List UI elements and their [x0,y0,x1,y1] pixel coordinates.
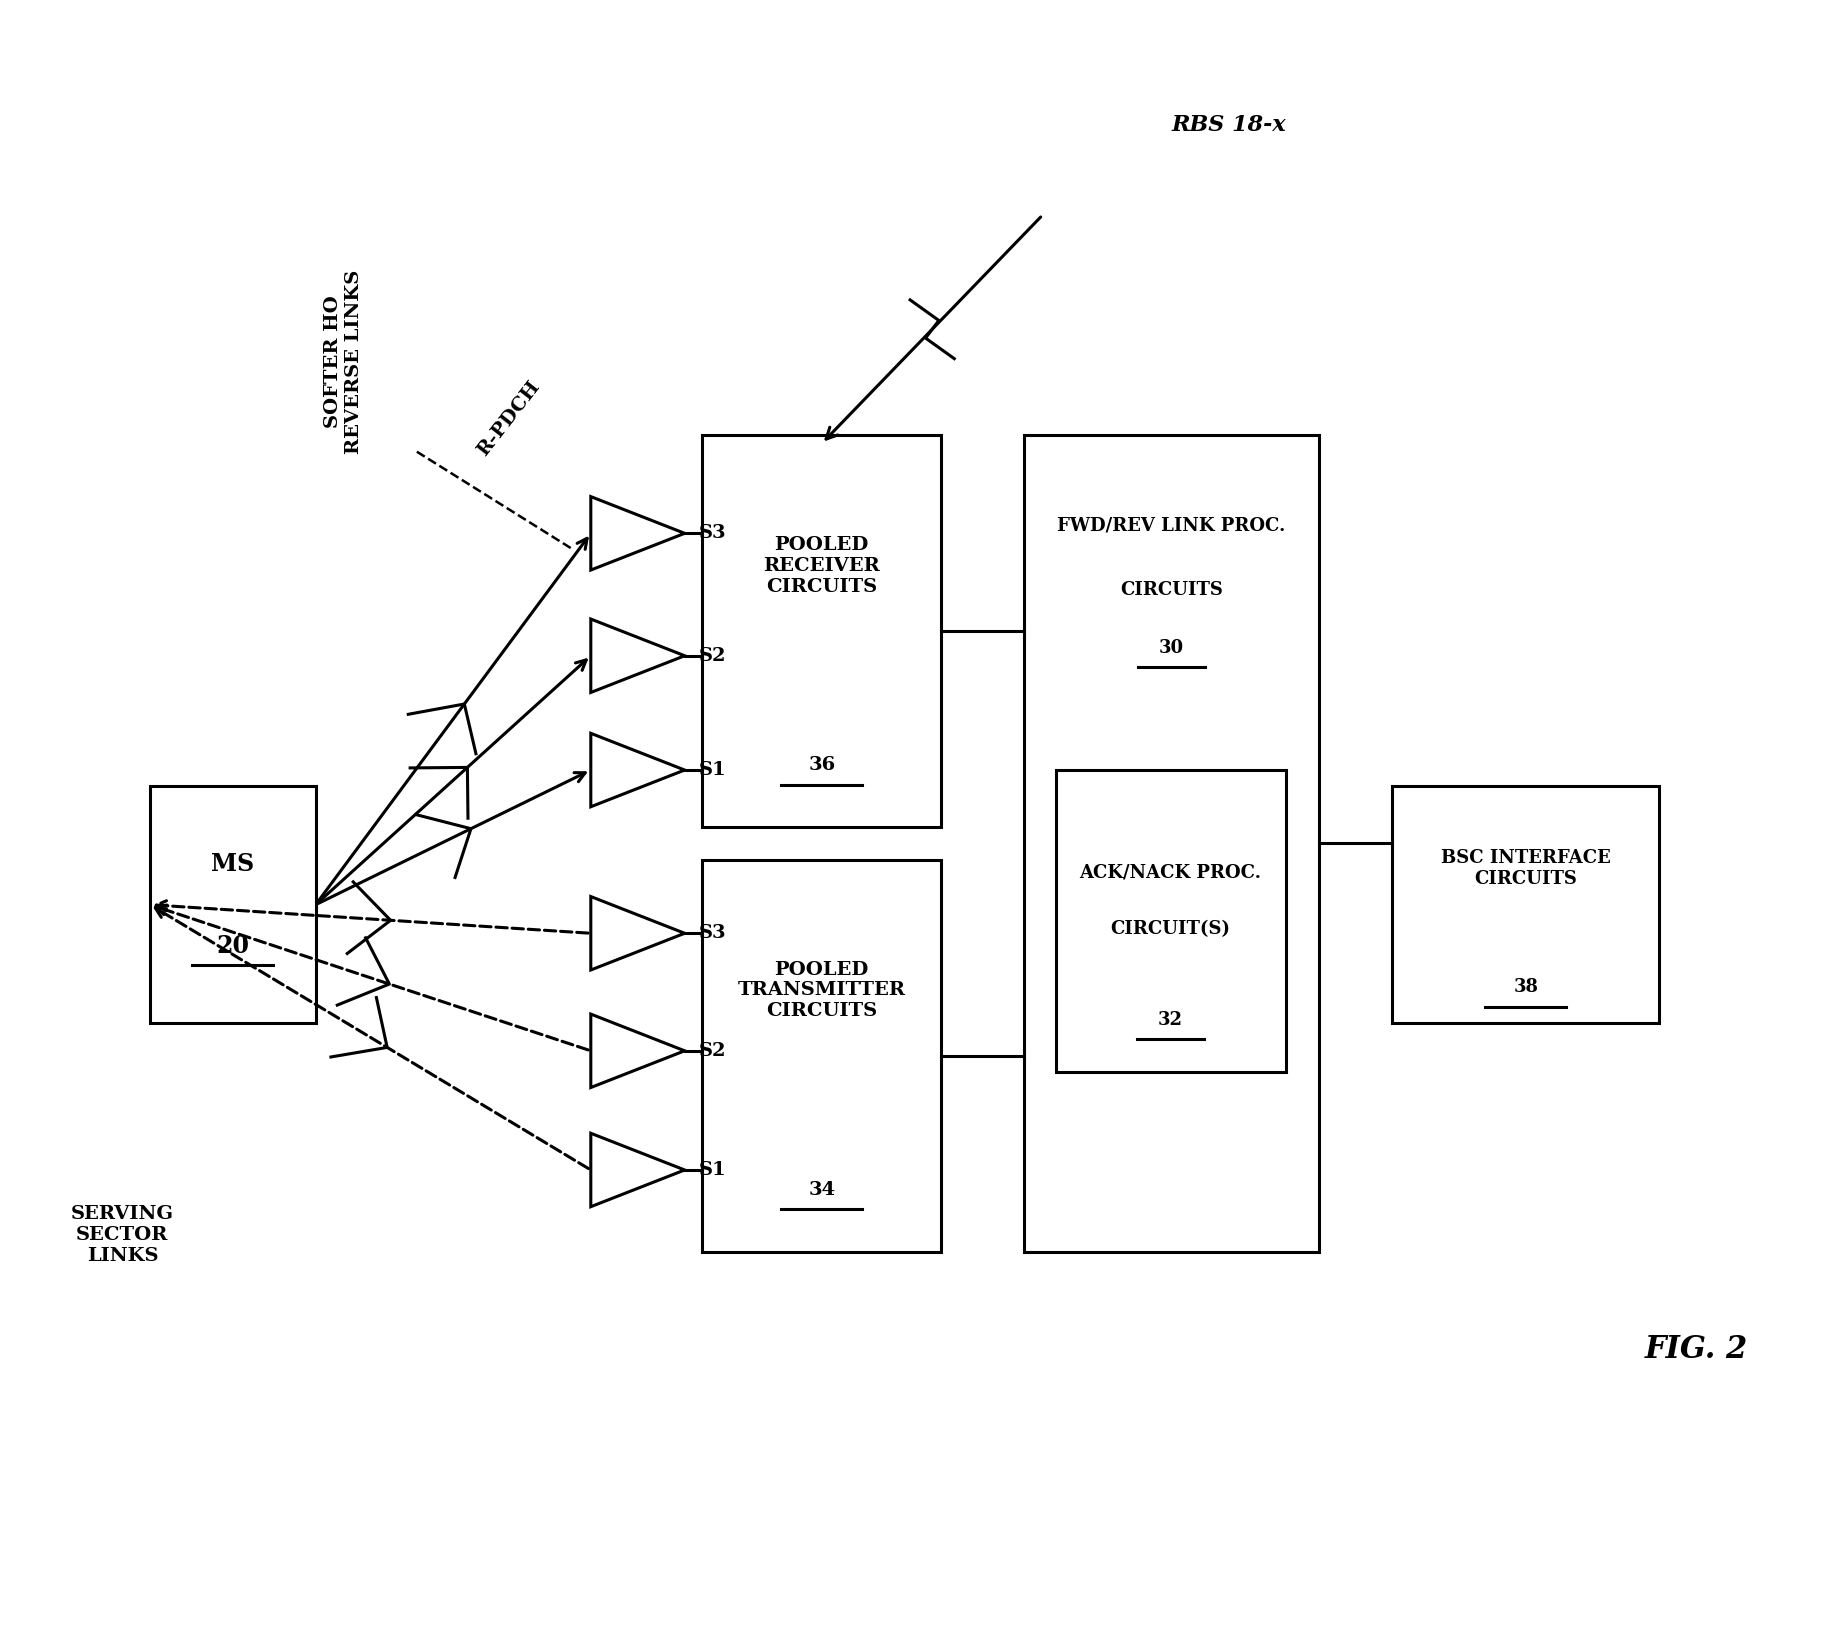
Text: ACK/NACK PROC.: ACK/NACK PROC. [1080,863,1261,881]
Text: S2: S2 [698,647,725,665]
Text: S3: S3 [698,524,725,542]
Text: S1: S1 [698,762,725,780]
Text: 38: 38 [1514,978,1538,996]
Bar [701,436,941,827]
Text: MS: MS [210,852,255,876]
Text: 36: 36 [809,757,836,775]
Text: BSC INTERFACE
CIRCUITS: BSC INTERFACE CIRCUITS [1442,850,1610,888]
Polygon shape [591,1014,685,1088]
Bar [1025,436,1318,1251]
Polygon shape [591,734,685,808]
Text: RBS 18-x: RBS 18-x [1172,115,1287,136]
Text: S3: S3 [698,924,725,942]
Bar [150,786,316,1024]
Bar [1392,786,1660,1024]
Text: 20: 20 [216,934,249,958]
Text: S1: S1 [698,1161,725,1179]
Bar [1056,770,1285,1071]
Text: POOLED
TRANSMITTER
CIRCUITS: POOLED TRANSMITTER CIRCUITS [738,960,906,1020]
Text: R-PDCH: R-PDCH [474,378,543,460]
Polygon shape [591,496,685,570]
Polygon shape [591,1133,685,1207]
Text: 30: 30 [1159,639,1183,657]
Text: FIG. 2: FIG. 2 [1645,1333,1748,1364]
Text: S2: S2 [698,1042,725,1060]
Text: FWD/REV LINK PROC.: FWD/REV LINK PROC. [1058,516,1285,534]
Bar [701,860,941,1251]
Text: SERVING
SECTOR
LINKS: SERVING SECTOR LINKS [70,1206,174,1265]
Text: 32: 32 [1157,1011,1183,1029]
Polygon shape [591,619,685,693]
Text: SOFTER HO
REVERSE LINKS: SOFTER HO REVERSE LINKS [323,270,362,454]
Text: POOLED
RECEIVER
CIRCUITS: POOLED RECEIVER CIRCUITS [764,536,881,596]
Text: 34: 34 [809,1181,836,1199]
Text: CIRCUIT(S): CIRCUIT(S) [1111,921,1231,939]
Text: CIRCUITS: CIRCUITS [1121,581,1222,600]
Polygon shape [591,896,685,970]
